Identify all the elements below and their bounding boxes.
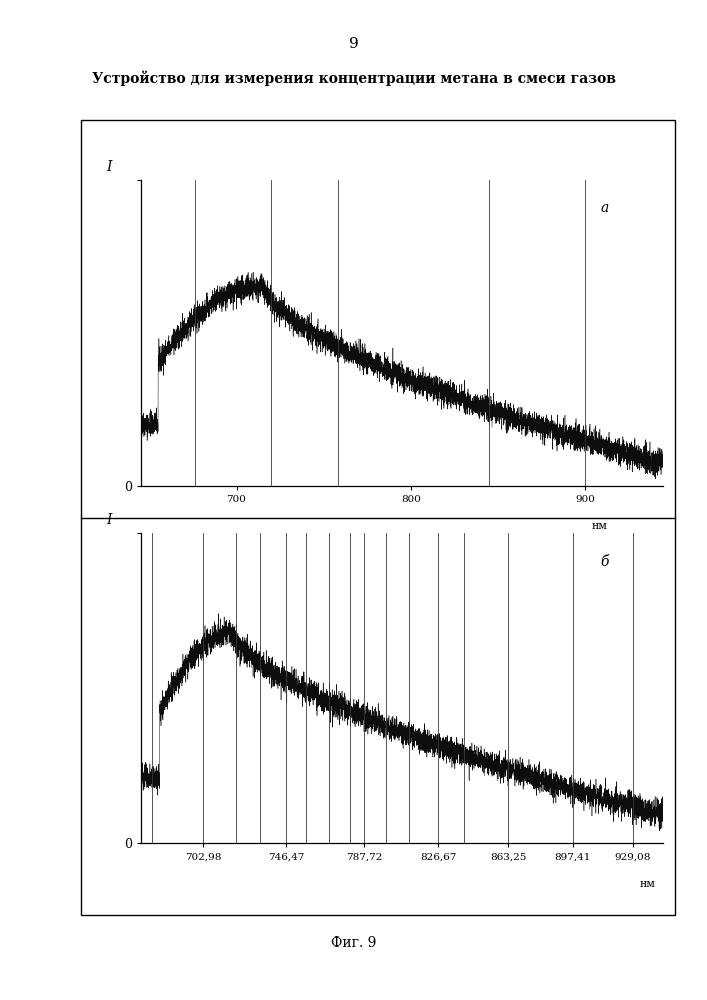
Text: б: б (600, 555, 609, 569)
Text: нм: нм (639, 879, 655, 889)
Text: 9: 9 (349, 37, 358, 51)
Text: Фиг. 9: Фиг. 9 (331, 936, 376, 950)
Text: а: а (600, 201, 609, 215)
Text: I: I (107, 160, 112, 174)
Text: I: I (107, 513, 112, 527)
Text: Устройство для измерения концентрации метана в смеси газов: Устройство для измерения концентрации ме… (92, 70, 615, 86)
Text: нм: нм (591, 521, 607, 531)
